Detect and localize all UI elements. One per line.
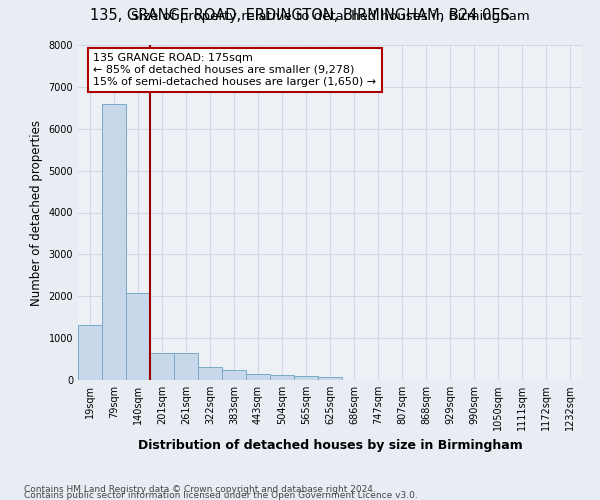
Text: 135 GRANGE ROAD: 175sqm
← 85% of detached houses are smaller (9,278)
15% of semi: 135 GRANGE ROAD: 175sqm ← 85% of detache… [93,54,376,86]
Title: Size of property relative to detached houses in Birmingham: Size of property relative to detached ho… [131,10,529,23]
X-axis label: Distribution of detached houses by size in Birmingham: Distribution of detached houses by size … [137,438,523,452]
Text: 135, GRANGE ROAD, ERDINGTON, BIRMINGHAM, B24 0ES: 135, GRANGE ROAD, ERDINGTON, BIRMINGHAM,… [90,8,510,22]
Bar [174,353,198,380]
Bar [222,370,246,380]
Bar [126,293,150,380]
Bar [150,353,174,380]
Bar [246,374,270,380]
Text: Contains HM Land Registry data © Crown copyright and database right 2024.: Contains HM Land Registry data © Crown c… [24,485,376,494]
Text: Contains public sector information licensed under the Open Government Licence v3: Contains public sector information licen… [24,491,418,500]
Bar [198,368,222,380]
Bar [78,324,102,380]
Bar [318,376,342,380]
Bar [102,104,126,380]
Y-axis label: Number of detached properties: Number of detached properties [30,120,43,306]
Bar [270,376,294,380]
Bar [294,376,318,380]
